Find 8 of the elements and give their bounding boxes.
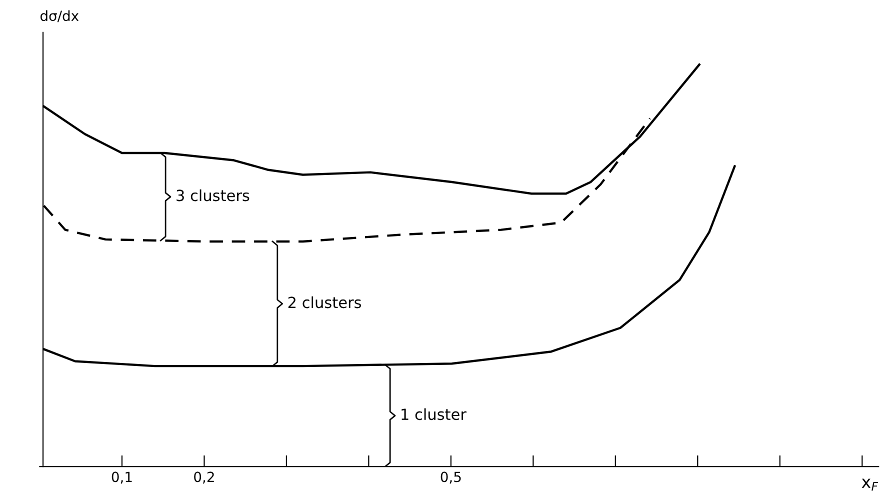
- annotation: 3 clusters: [176, 189, 250, 202]
- x-axis-title: x$_{F}$: [862, 478, 878, 491]
- x-tick-label: 0,1: [112, 472, 132, 484]
- annotation: 1 cluster: [402, 408, 466, 420]
- x-tick-label: 0,5: [440, 472, 461, 484]
- x-tick-label: 0,2: [194, 472, 214, 484]
- annotation: 2 clusters: [288, 296, 362, 308]
- y-axis-title: dσ/dx: [40, 10, 79, 22]
